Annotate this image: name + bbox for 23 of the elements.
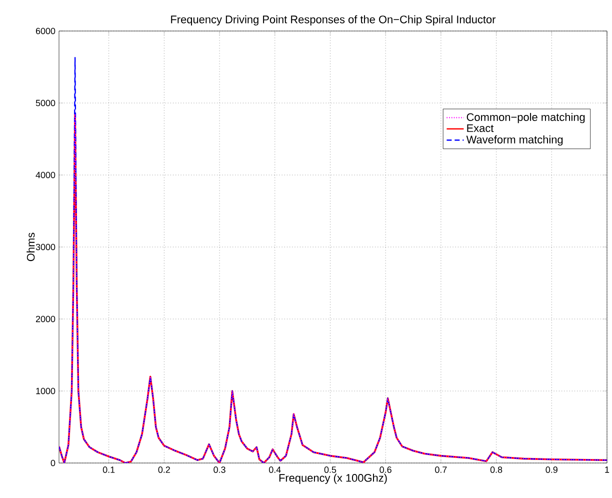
x-tick-label: 0.6 [380, 466, 392, 473]
x-tick-label: 0.7 [435, 466, 447, 473]
y-tick-label: 5000 [36, 100, 56, 106]
legend-label: Common−pole matching [466, 112, 585, 124]
y-axis-title: Ohms [26, 232, 35, 262]
x-axis-title: Frequency (x 100Ghz) [279, 474, 387, 484]
y-tick-label: 0 [50, 460, 56, 466]
chart-title: Frequency Driving Point Responses of the On−Chip Spiral Inductor [171, 15, 496, 26]
x-tick-label: 0.9 [546, 466, 558, 473]
legend-label: Waveform matching [466, 135, 563, 146]
y-tick-label: 2000 [36, 316, 56, 322]
y-tick-label: 6000 [36, 28, 56, 34]
x-tick-label: 1 [605, 466, 610, 473]
y-tick-label: 1000 [36, 388, 56, 394]
x-tick-label: 0.2 [158, 466, 170, 473]
y-tick-label: 4000 [36, 172, 56, 178]
x-tick-label: 0.3 [214, 466, 226, 473]
y-tick-label: 3000 [36, 244, 56, 250]
x-tick-label: 0.8 [490, 466, 502, 473]
legend-label: Exact [467, 124, 494, 132]
x-tick-label: 0.1 [102, 466, 115, 473]
x-tick-label: 0.5 [324, 466, 336, 473]
x-tick-label: 0.4 [268, 466, 281, 473]
